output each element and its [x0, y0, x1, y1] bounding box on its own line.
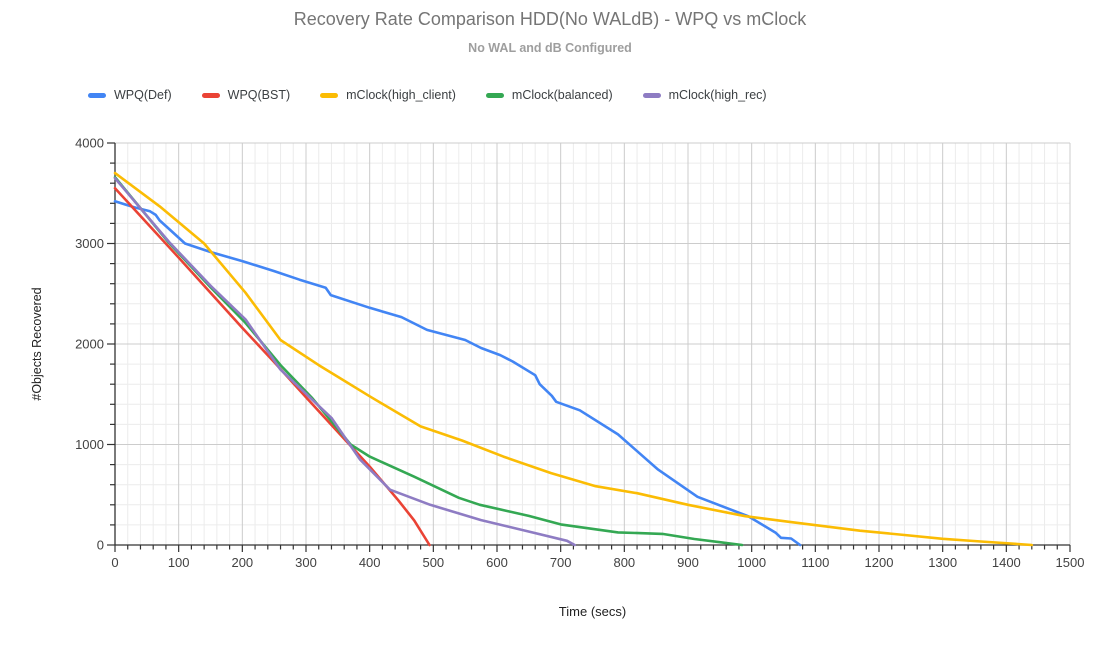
legend-label: WPQ(Def) [114, 88, 172, 102]
x-tick-label: 200 [231, 555, 253, 570]
legend-item-mclock-high-client: mClock(high_client) [320, 88, 456, 102]
x-tick-label: 400 [359, 555, 381, 570]
legend: WPQ(Def) WPQ(BST) mClock(high_client) mCloc… [88, 88, 767, 102]
legend-item-wpq-def: WPQ(Def) [88, 88, 172, 102]
grid-major-layer [115, 142, 1071, 545]
legend-label: mClock(high_client) [346, 88, 456, 102]
legend-swatch-mclock-balanced [485, 92, 504, 98]
chart-title: Recovery Rate Comparison HDD(No WALdB) -… [293, 9, 807, 29]
legend-swatch-mclock-high-rec [642, 92, 661, 98]
series-layer [113, 171, 1034, 547]
x-tick-label: 300 [295, 555, 317, 570]
axis-titles-layer: Time (secs) #Objects Recovered [30, 287, 626, 619]
x-tick-label: 1000 [737, 555, 766, 570]
x-tick-label: 1400 [992, 555, 1021, 570]
legend-label: WPQ(BST) [227, 88, 291, 102]
legend-label: mClock(balanced) [511, 88, 613, 102]
x-axis-title: Time (secs) [559, 604, 626, 619]
tick-labels-layer: 0 100 200 300 400 500 600 700 800 900 1000 1100 1200… [75, 136, 1084, 571]
y-tick-label: 4000 [75, 136, 104, 151]
axes-layer [107, 142, 1071, 552]
x-tick-label: 1500 [1056, 555, 1085, 570]
y-tick-label: 0 [97, 538, 104, 553]
legend-label: mClock(high_rec) [668, 88, 767, 102]
chart-subtitle: No WAL and dB Configured [468, 41, 632, 55]
series-line-wpq-def [113, 200, 802, 547]
series-line-mclock-balanced [113, 175, 744, 547]
x-tick-label: 600 [486, 555, 508, 570]
y-axis-title: #Objects Recovered [30, 287, 44, 400]
legend-item-wpq-bst: WPQ(BST) [201, 88, 291, 102]
legend-item-mclock-balanced: mClock(balanced) [485, 88, 613, 102]
legend-item-mclock-high-rec: mClock(high_rec) [642, 88, 767, 102]
x-tick-label: 500 [422, 555, 444, 570]
legend-swatch-wpq-def [88, 92, 106, 98]
legend-swatch-mclock-high-client [320, 92, 339, 98]
x-tick-label: 1300 [928, 555, 957, 570]
x-tick-label: 800 [613, 555, 635, 570]
x-tick-label: 700 [550, 555, 572, 570]
series-line-mclock-high-rec [113, 176, 577, 547]
x-tick-label: 100 [168, 555, 190, 570]
x-tick-label: 900 [677, 555, 699, 570]
legend-swatch-wpq-bst [201, 92, 220, 98]
y-tick-label: 1000 [75, 437, 104, 452]
y-tick-label: 2000 [75, 337, 104, 352]
x-tick-label: 1100 [801, 555, 829, 570]
x-tick-label: 0 [111, 555, 118, 570]
y-tick-label: 3000 [75, 236, 104, 251]
x-tick-label: 1200 [865, 555, 894, 570]
series-line-mclock-high-client [113, 171, 1034, 547]
